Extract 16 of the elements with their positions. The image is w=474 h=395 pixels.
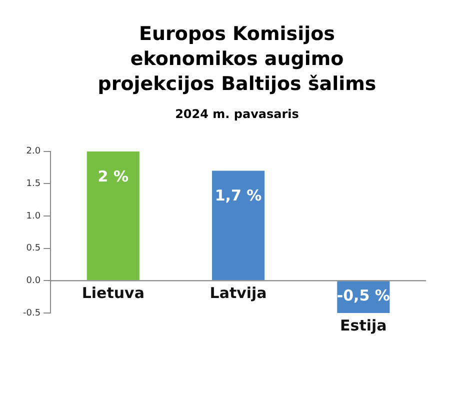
data-label: 1,7 % (214, 186, 262, 205)
y-tick-label: 1.0 (26, 211, 41, 222)
bar (86, 151, 140, 280)
y-tick-label: 1.5 (26, 179, 41, 190)
x-tick-label: Lietuva (82, 284, 144, 302)
y-tick-label: 0.5 (26, 244, 41, 254)
y-tick-label: 0.0 (26, 276, 41, 286)
data-label: -0,5 % (336, 286, 390, 305)
y-tick-label: -0.5 (23, 308, 41, 318)
x-tick-label: Latvija (210, 284, 267, 302)
y-tick-label: 2.0 (26, 146, 41, 157)
chart-subtitle: 2024 m. pavasaris (174, 107, 300, 121)
chart-title: Europos Komisijos ekonomikos augimo projekcijos Baltijos šalims (96, 22, 378, 97)
x-tick-label: Estija (340, 316, 387, 334)
data-label: 2 % (98, 167, 128, 186)
bar (212, 170, 265, 280)
